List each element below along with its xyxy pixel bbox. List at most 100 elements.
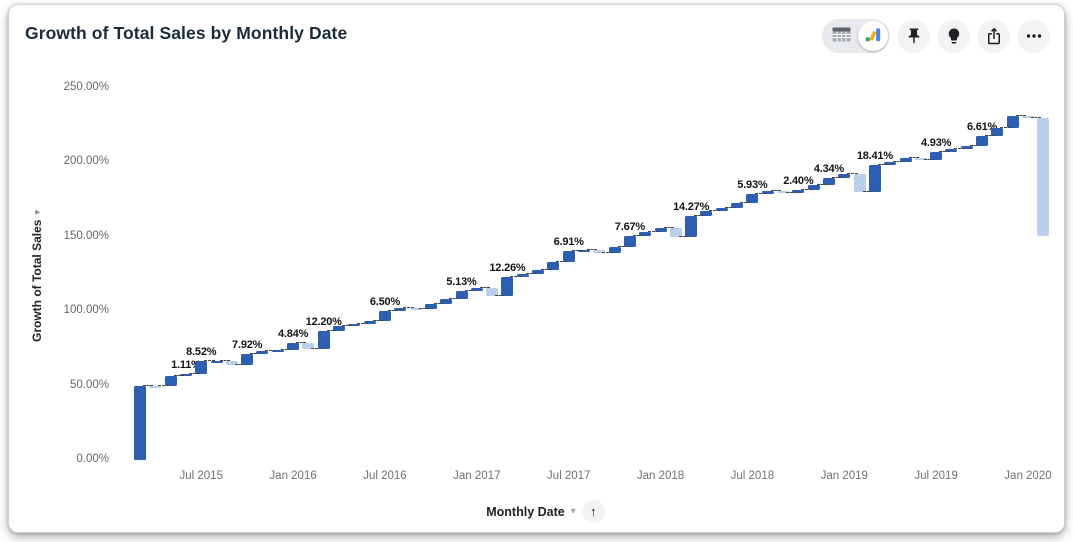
waterfall-bar[interactable] <box>945 149 958 153</box>
waterfall-bar[interactable] <box>486 288 499 296</box>
y-axis-tick-label: 200.00% <box>63 155 109 167</box>
waterfall-connector <box>862 191 873 193</box>
chart-view-button[interactable] <box>858 21 888 51</box>
waterfall-bar[interactable] <box>134 385 146 460</box>
waterfall-bar[interactable] <box>333 325 346 331</box>
waterfall-bar[interactable] <box>149 385 162 388</box>
waterfall-bar[interactable] <box>1037 117 1050 237</box>
explore-button[interactable] <box>937 19 970 53</box>
waterfall-bar[interactable] <box>761 191 774 195</box>
waterfall-bar[interactable] <box>822 178 835 185</box>
waterfall-bar[interactable] <box>271 349 284 352</box>
waterfall-bar[interactable] <box>317 330 330 349</box>
waterfall-bar[interactable] <box>501 277 514 296</box>
waterfall-bar[interactable] <box>715 208 728 211</box>
waterfall-bar[interactable] <box>868 164 881 193</box>
waterfall-bar[interactable] <box>731 203 744 209</box>
waterfall-bar[interactable] <box>241 353 254 366</box>
waterfall-bar[interactable] <box>455 291 468 299</box>
waterfall-bar[interactable] <box>547 261 560 270</box>
waterfall-bar[interactable] <box>930 152 943 160</box>
lightbulb-icon <box>945 27 963 45</box>
waterfall-bar[interactable] <box>348 324 361 327</box>
waterfall-connector <box>173 374 184 376</box>
waterfall-bar[interactable] <box>807 184 820 190</box>
pin-icon <box>905 27 923 45</box>
waterfall-bar[interactable] <box>838 173 851 179</box>
waterfall-bar[interactable] <box>210 361 223 364</box>
waterfall-bar[interactable] <box>164 375 177 387</box>
waterfall-connector <box>939 151 950 153</box>
waterfall-bar[interactable] <box>654 228 667 232</box>
waterfall-connector <box>770 190 781 192</box>
waterfall-bar[interactable] <box>1021 116 1034 119</box>
y-axis-title[interactable]: Growth of Total Sales ▾ <box>30 210 44 342</box>
waterfall-bar[interactable] <box>287 342 300 350</box>
bar-data-label: 6.91% <box>553 236 584 249</box>
waterfall-bar[interactable] <box>669 228 682 237</box>
waterfall-bar[interactable] <box>1006 116 1019 129</box>
waterfall-bar[interactable] <box>700 210 713 216</box>
x-axis-title[interactable]: Monthly Date <box>486 504 565 519</box>
waterfall-connector <box>219 360 230 362</box>
waterfall-connector <box>296 341 307 343</box>
waterfall-bar[interactable] <box>746 194 759 204</box>
waterfall-bar[interactable] <box>608 246 621 253</box>
waterfall-bar[interactable] <box>899 157 912 162</box>
waterfall-bar[interactable] <box>960 145 973 150</box>
waterfall-connector <box>923 158 935 160</box>
waterfall-connector <box>816 183 827 185</box>
waterfall-bar[interactable] <box>914 157 927 160</box>
more-options-button[interactable] <box>1017 19 1050 53</box>
sort-ascending-icon: ↑ <box>590 503 597 519</box>
waterfall-bar[interactable] <box>577 249 590 252</box>
waterfall-bar[interactable] <box>470 288 483 292</box>
waterfall-bar[interactable] <box>532 269 545 275</box>
waterfall-bar[interactable] <box>516 274 529 278</box>
x-axis-tick-label: Jan 2020 <box>1004 470 1052 482</box>
waterfall-connector <box>831 177 843 179</box>
waterfall-connector <box>204 360 215 362</box>
table-view-button[interactable] <box>824 21 858 51</box>
waterfall-connector <box>1030 116 1042 118</box>
waterfall-bar[interactable] <box>777 191 790 194</box>
sort-ascending-button[interactable]: ↑ <box>581 500 605 523</box>
share-button[interactable] <box>977 19 1010 53</box>
waterfall-bar[interactable] <box>302 342 315 349</box>
waterfall-bar[interactable] <box>256 351 269 354</box>
pin-button[interactable] <box>897 19 930 53</box>
waterfall-bar[interactable] <box>685 215 698 237</box>
waterfall-bar[interactable] <box>593 249 606 253</box>
waterfall-connector <box>311 347 322 349</box>
waterfall-connector <box>678 236 690 237</box>
y-axis-caret-icon: ▾ <box>31 210 42 215</box>
x-axis-tick-label: Jul 2018 <box>730 470 775 482</box>
waterfall-bar[interactable] <box>623 235 636 247</box>
waterfall-bar[interactable] <box>440 298 453 304</box>
bar-data-label: 7.67% <box>614 220 645 233</box>
waterfall-bar[interactable] <box>853 173 866 193</box>
waterfall-bar[interactable] <box>378 311 391 322</box>
waterfall-bar[interactable] <box>363 321 376 325</box>
waterfall-bar[interactable] <box>424 304 437 310</box>
waterfall-bar[interactable] <box>394 307 407 312</box>
waterfall-connector <box>357 323 368 325</box>
waterfall-connector <box>709 209 720 211</box>
waterfall-connector <box>954 148 965 150</box>
waterfall-bar[interactable] <box>991 128 1004 136</box>
waterfall-bar[interactable] <box>884 161 897 165</box>
waterfall-bar[interactable] <box>195 361 208 375</box>
waterfall-bar[interactable] <box>562 251 575 262</box>
bar-data-label: 6.50% <box>369 296 401 309</box>
waterfall-bar[interactable] <box>225 361 238 366</box>
waterfall-bar[interactable] <box>409 307 422 310</box>
waterfall-bar[interactable] <box>179 374 192 377</box>
waterfall-connector <box>188 373 200 375</box>
waterfall-connector <box>449 297 460 299</box>
waterfall-bar[interactable] <box>792 189 805 194</box>
waterfall-bar[interactable] <box>639 231 652 236</box>
x-axis-tick-label: Jul 2016 <box>363 470 407 482</box>
bar-data-label: 2.40% <box>783 174 814 187</box>
page-title: Growth of Total Sales by Monthly Date <box>25 23 348 43</box>
waterfall-bar[interactable] <box>976 135 989 146</box>
